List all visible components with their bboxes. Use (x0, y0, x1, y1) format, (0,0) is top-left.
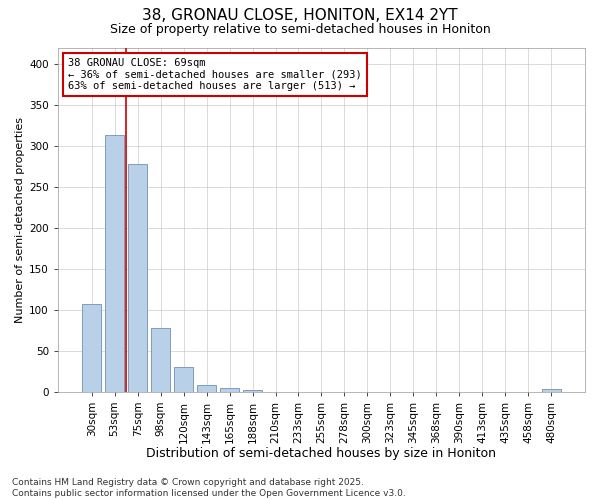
Bar (174, 367, 193, 392)
Bar (220, 388, 239, 392)
Bar (151, 328, 170, 392)
Bar (105, 135, 124, 392)
Bar (542, 389, 561, 392)
Text: 38, GRONAU CLOSE, HONITON, EX14 2YT: 38, GRONAU CLOSE, HONITON, EX14 2YT (142, 8, 458, 22)
Text: 38 GRONAU CLOSE: 69sqm
← 36% of semi-detached houses are smaller (293)
63% of se: 38 GRONAU CLOSE: 69sqm ← 36% of semi-det… (68, 58, 362, 91)
Y-axis label: Number of semi-detached properties: Number of semi-detached properties (15, 116, 25, 322)
Bar (243, 390, 262, 392)
Bar (128, 164, 148, 392)
Text: Contains HM Land Registry data © Crown copyright and database right 2025.
Contai: Contains HM Land Registry data © Crown c… (12, 478, 406, 498)
Bar (82, 304, 101, 392)
X-axis label: Distribution of semi-detached houses by size in Honiton: Distribution of semi-detached houses by … (146, 447, 496, 460)
Bar (197, 385, 217, 392)
Text: Size of property relative to semi-detached houses in Honiton: Size of property relative to semi-detach… (110, 22, 490, 36)
